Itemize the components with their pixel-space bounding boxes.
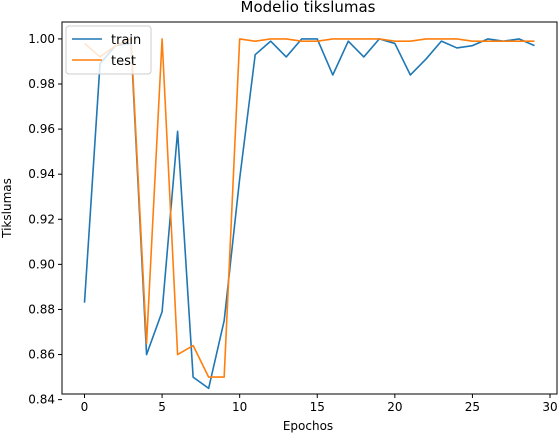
plot-area [61, 21, 558, 395]
y-tick-label: 0.84 [28, 393, 55, 407]
x-axis-label: Epochos [283, 419, 333, 433]
x-tick-label: 0 [81, 400, 89, 414]
y-tick-label: 0.98 [28, 77, 55, 91]
legend-label-test: test [111, 54, 136, 69]
y-tick-label: 0.92 [28, 212, 55, 226]
series-group [83, 38, 535, 390]
y-tick-label: 0.96 [28, 122, 55, 136]
legend-box [65, 25, 152, 75]
chart-title: Modelio tikslumas [241, 0, 376, 16]
y-axis: 0.84 0.86 0.88 0.90 0.92 0.94 0.96 0.98 1.00 [28, 32, 62, 407]
series-line-test [83, 38, 535, 378]
x-tick-label: 20 [387, 400, 402, 414]
x-tick-label: 15 [310, 400, 325, 414]
y-tick-label: 0.94 [28, 167, 55, 181]
legend-label-train: train [111, 33, 141, 48]
y-tick-label: 0.90 [28, 257, 55, 271]
x-tick-label: 5 [158, 400, 166, 414]
x-tick-label: 25 [465, 400, 480, 414]
y-tick-label: 0.86 [28, 348, 55, 362]
x-tick-label: 10 [232, 400, 247, 414]
x-tick-label: 30 [542, 400, 557, 414]
y-axis-label: Tikslumas [0, 178, 14, 239]
y-tick-label: 1.00 [28, 32, 55, 46]
series-line-train [83, 38, 535, 390]
legend: train test [65, 25, 152, 75]
y-tick-label: 0.88 [28, 302, 55, 316]
x-axis: 0 5 10 15 20 25 30 [81, 394, 558, 414]
